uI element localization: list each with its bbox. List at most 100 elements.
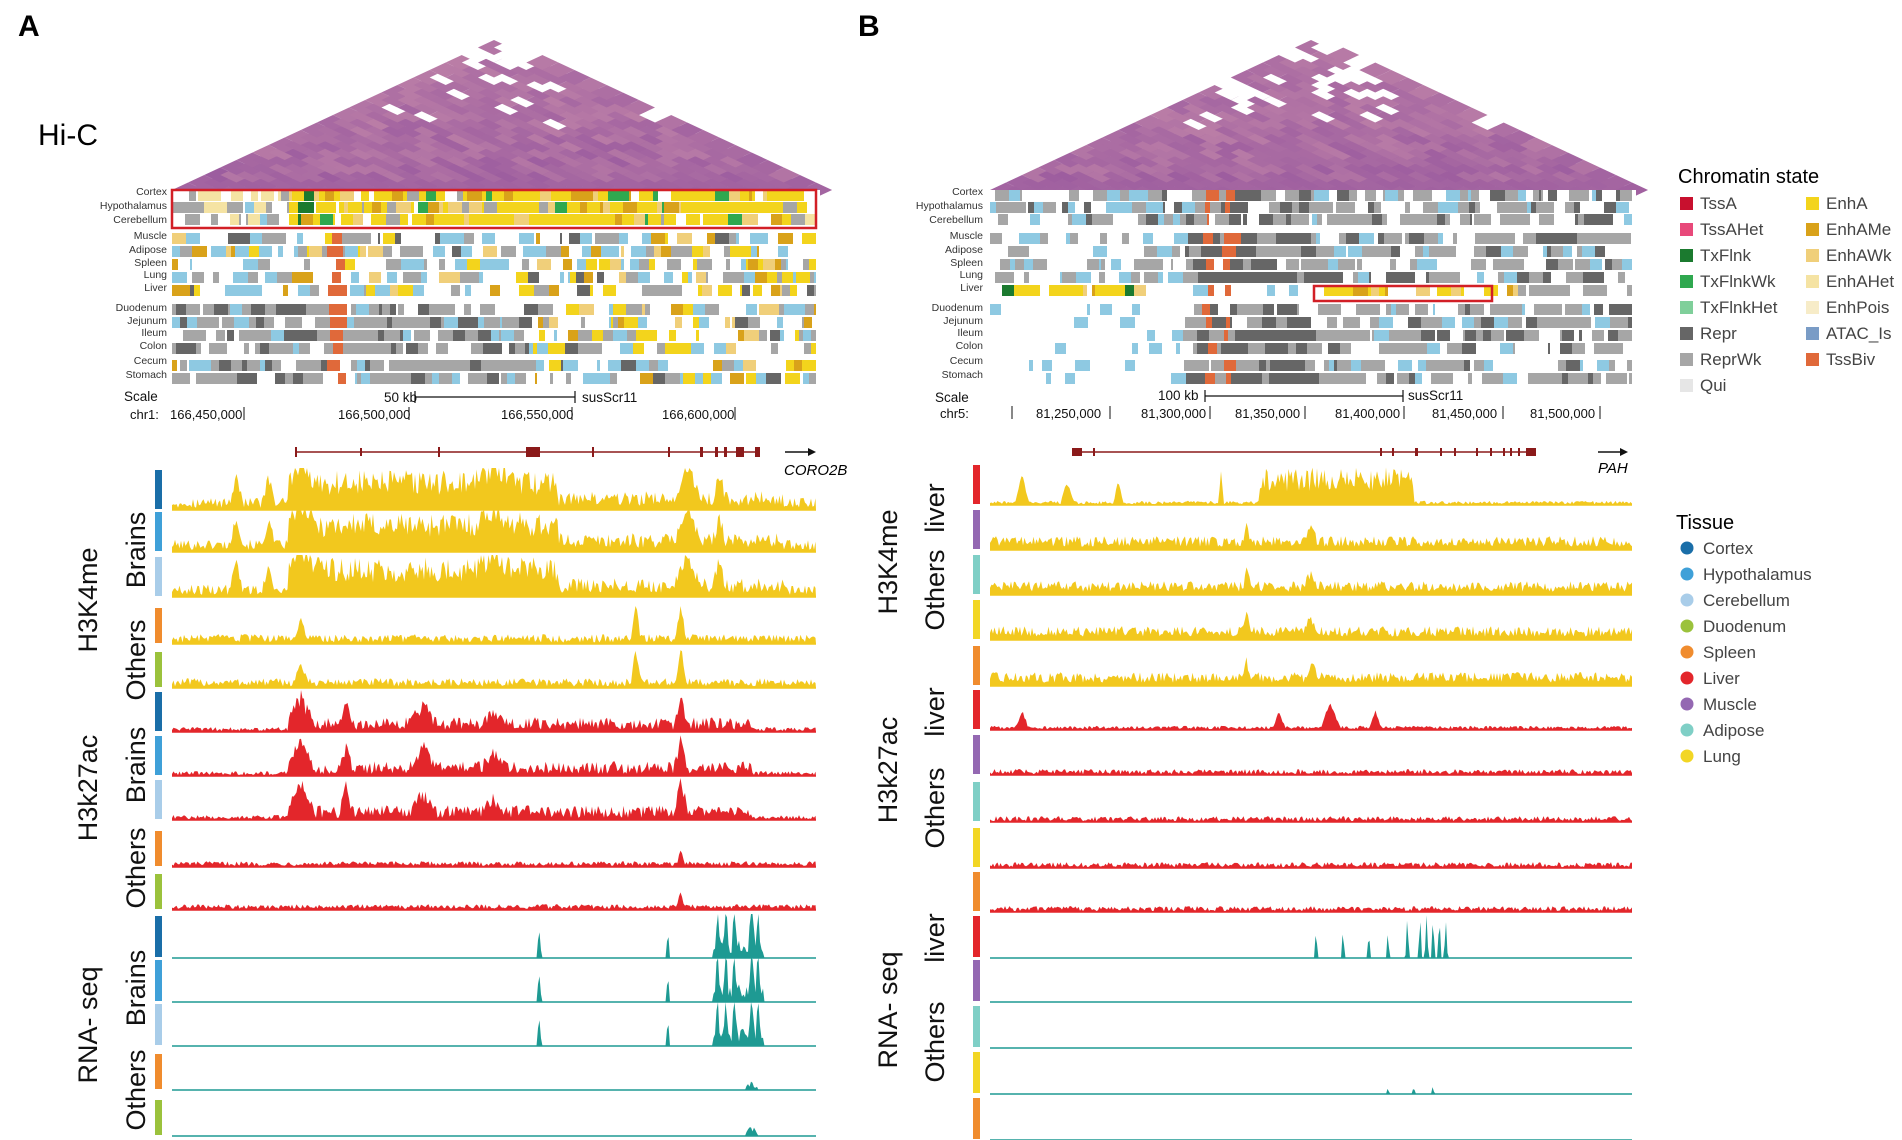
state-segment [1513,343,1515,354]
state-segment [1087,259,1096,270]
gene-exon [755,447,760,457]
state-segment [1132,343,1138,354]
coord-b-4: 81,450,000 [1432,406,1497,421]
scale-bar-a: Scale 50 kb susScr11 [124,389,637,405]
state-segment [320,214,333,225]
state-segment [1236,343,1248,354]
state-segment [1629,373,1632,384]
track-b-4-signal [990,657,1632,686]
state-segment [1008,246,1016,257]
state-segment [1224,360,1236,371]
state-segment [612,214,615,225]
tissue-row-label: Cerebellum [929,214,983,226]
state-segment [693,259,697,270]
state-segment [426,330,430,341]
state-segment [439,373,452,384]
state-segment [1460,304,1465,315]
state-segment [1163,202,1165,213]
state-segment [1536,233,1550,244]
state-segment [575,202,580,213]
state-segment [264,317,274,328]
state-segment [333,343,343,354]
state-segment [768,202,778,213]
state-segment [386,259,401,270]
state-segment [278,246,283,257]
state-segment [362,343,376,354]
state-segment [685,246,692,257]
state-segment [414,317,416,328]
state-segment [651,233,665,244]
state-segment [803,330,811,341]
state-segment [1099,272,1105,283]
state-segment [738,330,744,341]
state-segment [1026,233,1040,244]
state-segment [615,214,622,225]
state-segment [326,343,333,354]
state-segment [1356,304,1367,315]
state-segment [1405,343,1408,354]
state-segment [1615,304,1625,315]
state-segment [1594,304,1603,315]
chromatin-swatch-enhawk [1806,249,1819,262]
state-segment [1020,190,1022,201]
state-segment [276,304,291,315]
state-segment [1434,246,1441,257]
state-segment [1014,285,1029,296]
state-segment [1002,285,1014,296]
state-segment [500,317,502,328]
state-segment [176,304,186,315]
state-segment [1060,272,1062,283]
state-segment [387,202,396,213]
state-segment [591,246,601,257]
state-segment [509,202,524,213]
state-segment [436,190,445,201]
state-segment [465,330,478,341]
state-segment [1475,233,1488,244]
state-segment [472,272,479,283]
state-segment [338,373,346,384]
state-segment [1253,330,1264,341]
state-segment [1175,246,1180,257]
state-segment [216,330,223,341]
state-segment [814,285,816,296]
state-segment [1474,214,1482,225]
state-segment [1324,272,1334,283]
state-segment [715,190,729,201]
state-segment [298,214,301,225]
state-segment [658,360,668,371]
state-segment [1368,285,1371,296]
state-segment [382,304,390,315]
state-segment [686,190,700,201]
state-segment [277,272,279,283]
track-b-1-signal [990,522,1632,550]
state-segment [1409,373,1415,384]
state-segment [1344,202,1350,213]
state-segment [227,202,232,213]
state-segment [1558,360,1566,371]
state-segment [758,259,763,270]
state-segment [1193,343,1197,354]
state-segment [1337,360,1342,371]
state-segment [730,246,743,257]
state-segment [990,202,996,213]
state-segment [593,190,598,201]
state-segment [172,233,186,244]
hic-cell [1599,175,1632,190]
state-segment [555,202,567,213]
state-segment [784,304,795,315]
state-segment [1468,190,1471,201]
state-segment [534,285,549,296]
state-segment [1396,330,1408,341]
state-segment [790,285,797,296]
state-segment [1030,214,1040,225]
state-segment [245,202,254,213]
state-segment [1465,304,1470,315]
state-segment [789,214,791,225]
state-segment [396,202,411,213]
chromatin-swatch-enhahet [1806,275,1819,288]
state-segment [1270,360,1276,371]
state-segment [1042,360,1050,371]
gene-exon [1476,448,1478,456]
state-segment [1503,373,1517,384]
state-segment [1405,233,1409,244]
